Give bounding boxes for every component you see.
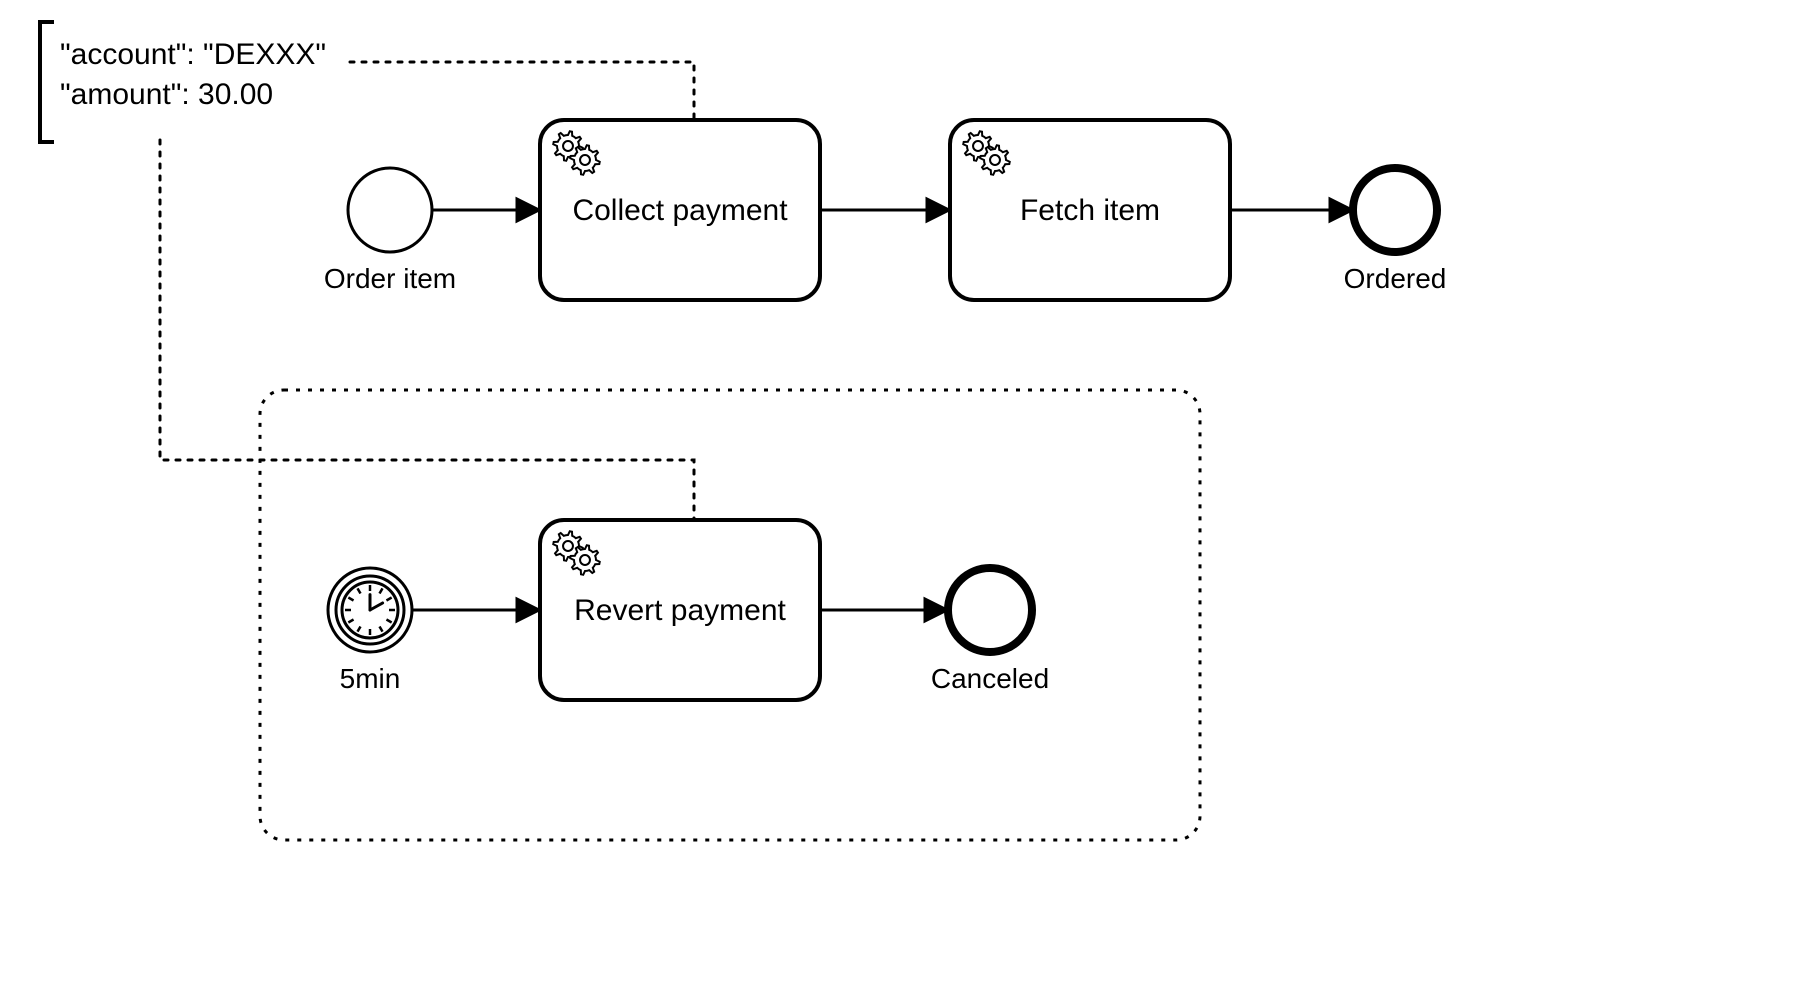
task-revert-label: Revert payment: [574, 594, 786, 627]
event-start-label: Order item: [324, 263, 456, 294]
event-cancel-label: Canceled: [931, 663, 1049, 694]
event-end-label: Ordered: [1344, 263, 1447, 294]
task-fetch-label: Fetch item: [1020, 194, 1160, 227]
annotation-line2: "amount": 30.00: [60, 78, 273, 111]
association-to-collect: [350, 62, 694, 120]
event-timer-label: 5min: [340, 663, 401, 694]
data-annotation: "account": "DEXXX" "amount": 30.00: [40, 22, 326, 142]
task-collect-label: Collect payment: [572, 194, 788, 227]
event-end: Ordered: [1344, 168, 1447, 294]
event-cancel: Canceled: [931, 568, 1049, 694]
clock-icon: [342, 582, 398, 638]
annotation-line1: "account": "DEXXX": [60, 38, 326, 71]
bpmn-diagram: "account": "DEXXX" "amount": 30.00 Order…: [0, 0, 1809, 996]
event-start: Order item: [324, 168, 456, 294]
